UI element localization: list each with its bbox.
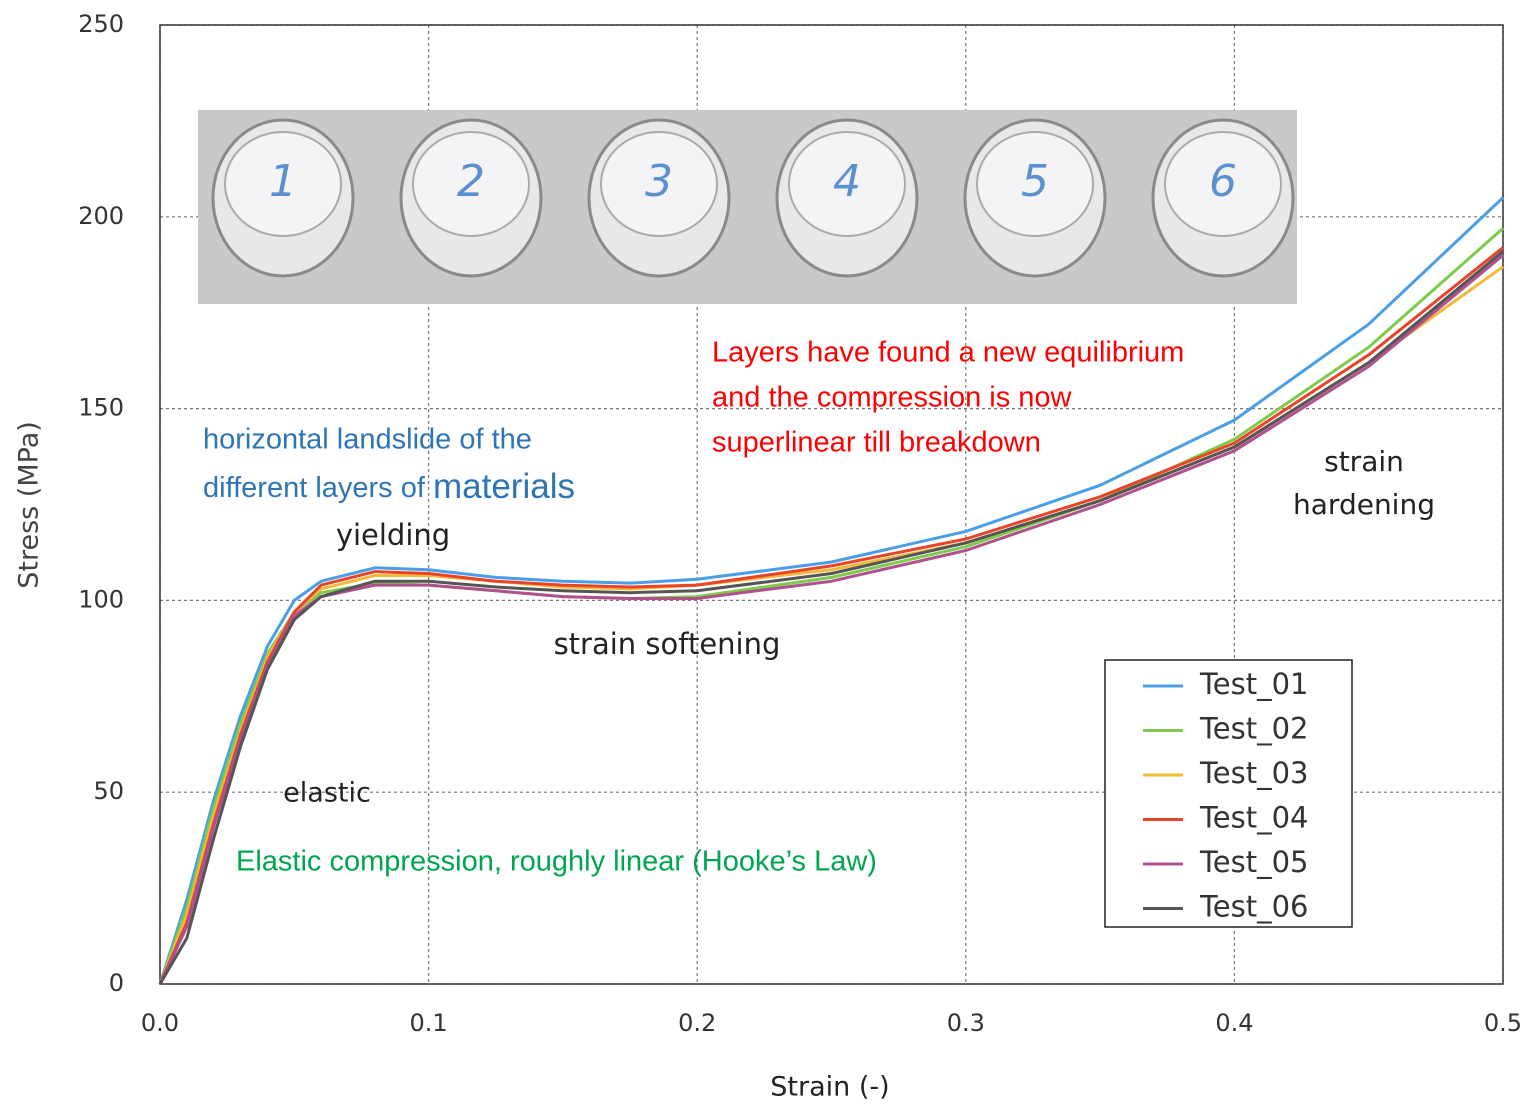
- annotation: superlinear till breakdown: [712, 427, 1041, 459]
- specimen-label: 2: [457, 156, 485, 207]
- x-tick-label: 0.2: [678, 1009, 716, 1037]
- annotation: horizontal landslide of the: [203, 424, 532, 456]
- legend-label: Test_03: [1199, 756, 1309, 790]
- y-tick-label: 0: [109, 969, 124, 997]
- photo-background: [198, 110, 1297, 304]
- specimen-label: 4: [833, 156, 861, 207]
- chart: Strain (-) Stress (MPa) 0 50 100 150 200 250 0…: [0, 0, 1531, 1109]
- y-tick-label: 100: [78, 585, 124, 613]
- x-tick-label: 0.4: [1215, 1009, 1253, 1037]
- legend-label: Test_02: [1199, 712, 1309, 746]
- legend-label: Test_04: [1199, 801, 1309, 835]
- specimen-label: 3: [645, 156, 673, 207]
- x-tick-label: 0.1: [410, 1009, 448, 1037]
- specimen-photo: 1 2 3 4 5 6: [198, 110, 1297, 304]
- annotation-part: materials: [433, 467, 575, 506]
- annotation: different layers of materials: [203, 467, 575, 506]
- y-axis-label: Stress (MPa): [14, 421, 45, 589]
- x-tick-label: 0.3: [947, 1009, 985, 1037]
- annotation: strain: [1324, 445, 1404, 478]
- annotation: Layers have found a new equilibrium: [712, 337, 1184, 369]
- annotation-part: different layers of: [203, 472, 433, 504]
- x-tick-label: 0.5: [1484, 1009, 1522, 1037]
- specimen-label: 1: [269, 156, 297, 207]
- annotation: elastic: [283, 778, 371, 809]
- specimen-label: 5: [1021, 156, 1049, 207]
- y-tick-label: 250: [78, 10, 124, 38]
- x-axis-label: Strain (-): [770, 1072, 889, 1103]
- y-tick-label: 200: [78, 202, 124, 230]
- x-tick-label: 0.0: [141, 1009, 179, 1037]
- legend-label: Test_01: [1199, 667, 1309, 701]
- y-tick-label: 150: [78, 394, 124, 422]
- annotation: hardening: [1293, 488, 1435, 521]
- legend-label: Test_06: [1199, 890, 1309, 924]
- legend-label: Test_05: [1199, 845, 1309, 879]
- y-tick-label: 50: [93, 777, 124, 805]
- annotation: and the compression is now: [712, 382, 1073, 414]
- annotation: yielding: [336, 518, 450, 552]
- specimen-label: 6: [1209, 156, 1237, 207]
- annotation: Elastic compression, roughly linear (Hoo…: [236, 846, 877, 878]
- annotation: strain softening: [554, 627, 781, 661]
